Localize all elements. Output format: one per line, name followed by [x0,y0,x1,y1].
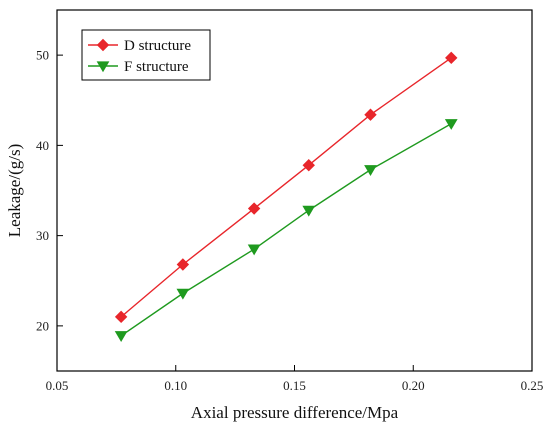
legend-item-d-structure: D structure [88,38,191,54]
data-point-f-structure [364,165,377,176]
y-tick-label: 40 [36,138,49,153]
x-tick-label: 0.15 [283,378,306,393]
legend-marker [96,61,110,73]
y-tick-label: 50 [36,48,49,63]
y-tick-label: 20 [36,318,49,333]
data-point-d-structure [445,51,458,65]
data-point-f-structure [247,244,261,256]
data-point-f-structure [444,119,458,130]
x-axis-title: Axial pressure difference/Mpa [191,403,399,422]
data-point-d-structure [247,202,261,215]
series-line-d-structure [120,57,452,318]
data-point-d-structure [114,310,128,324]
legend-marker [96,38,110,52]
axis-ticks: 0.05 0.10 0.15 0.20 0.25 20 30 40 50 [36,48,543,393]
legend: D structure F structure [81,29,211,81]
series-f-structure [114,119,458,343]
data-point-f-structure [302,205,316,217]
x-tick-label: 0.25 [521,378,544,393]
x-tick-label: 0.10 [164,378,187,393]
series-d-structure [114,51,458,324]
series-line-f-structure [120,123,452,337]
data-point-f-structure [176,288,190,300]
series-layer [114,51,458,343]
legend-box [81,29,211,81]
data-point-d-structure [364,108,377,121]
y-axis-title: Leakage/(g/s) [5,144,24,237]
y-tick-label: 30 [36,228,49,243]
legend-label: F structure [124,59,189,75]
x-tick-label: 0.20 [402,378,425,393]
x-tick-label: 0.05 [46,378,69,393]
data-point-f-structure [114,331,128,343]
legend-label: D structure [124,38,191,54]
data-point-d-structure [176,258,190,271]
data-point-d-structure [302,159,315,172]
legend-item-f-structure: F structure [88,59,189,75]
